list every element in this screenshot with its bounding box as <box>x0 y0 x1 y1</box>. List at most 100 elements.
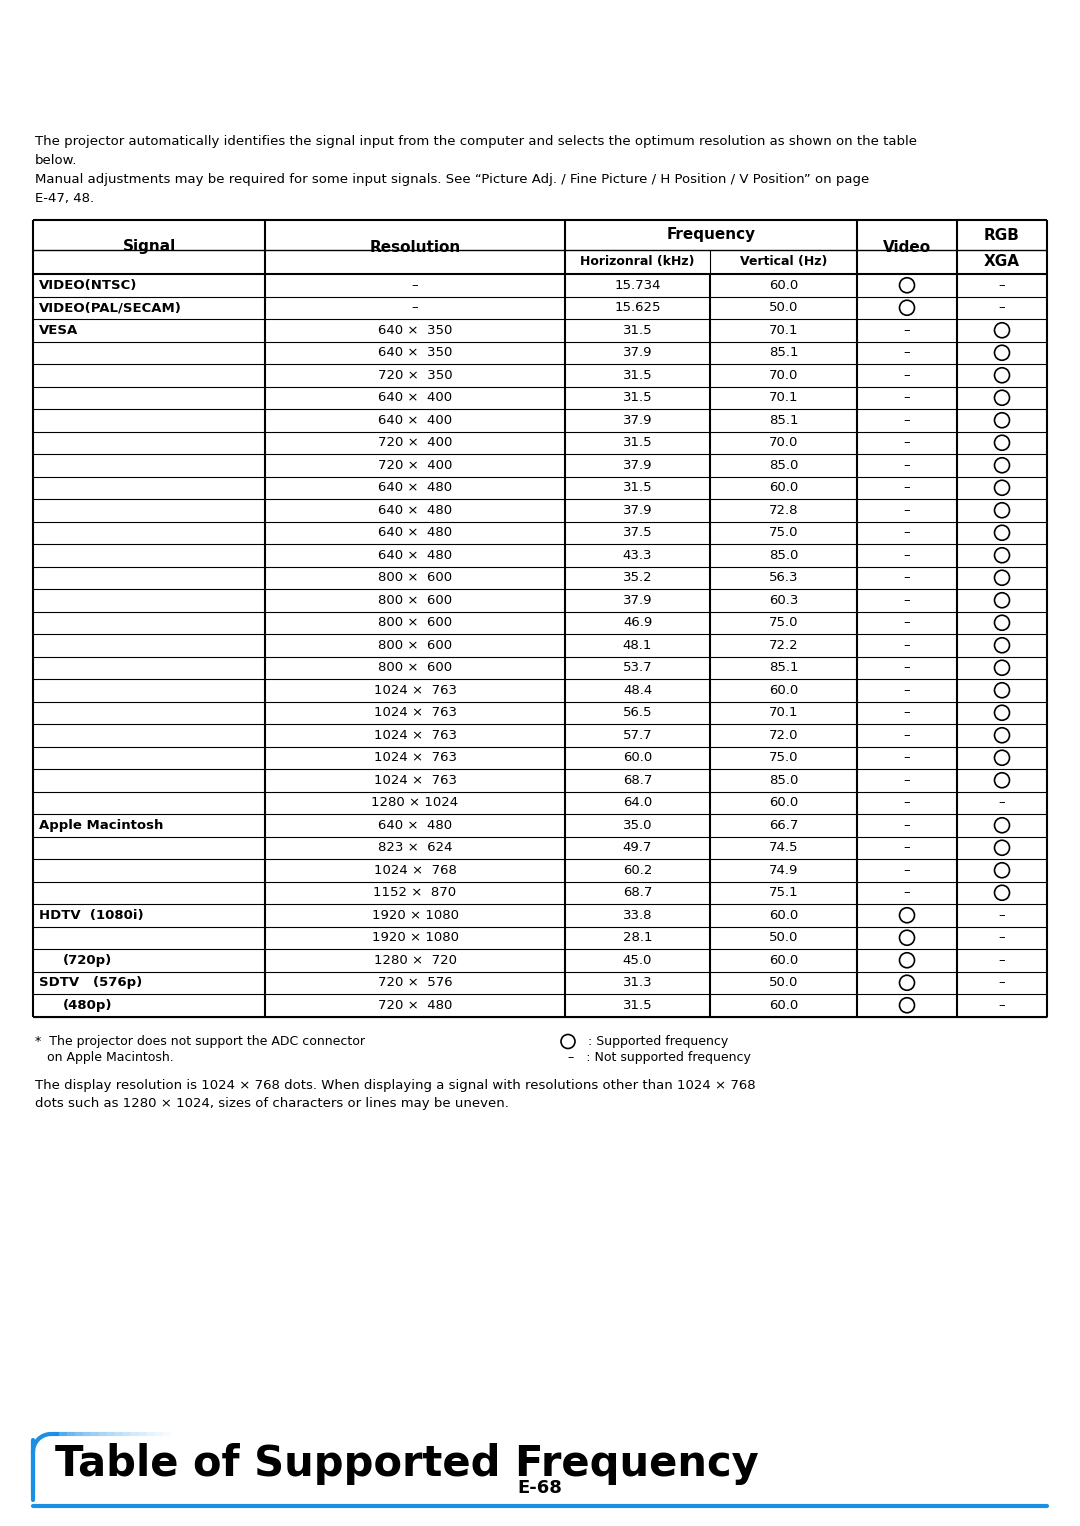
Text: 640 ×  480: 640 × 480 <box>378 819 453 832</box>
Text: 31.5: 31.5 <box>623 369 652 382</box>
Text: RGB: RGB <box>984 227 1020 243</box>
Text: 720 ×  400: 720 × 400 <box>378 436 453 449</box>
Text: Vertical (Hz): Vertical (Hz) <box>740 255 827 269</box>
Text: –: – <box>904 594 910 607</box>
Text: –: – <box>904 684 910 697</box>
Text: –: – <box>411 279 418 291</box>
Text: 85.1: 85.1 <box>769 414 798 427</box>
Text: Manual adjustments may be required for some input signals. See “Picture Adj. / F: Manual adjustments may be required for s… <box>35 172 869 186</box>
Text: –: – <box>904 436 910 449</box>
Text: 720 ×  576: 720 × 576 <box>378 977 453 989</box>
Text: XGA: XGA <box>984 255 1020 270</box>
Text: 56.3: 56.3 <box>769 571 798 584</box>
Text: –: – <box>999 301 1005 314</box>
Text: –: – <box>904 797 910 809</box>
Text: 50.0: 50.0 <box>769 301 798 314</box>
Text: 1280 ×  720: 1280 × 720 <box>374 954 457 967</box>
Text: –: – <box>904 481 910 494</box>
Text: 37.9: 37.9 <box>623 346 652 359</box>
Text: The projector automatically identifies the signal input from the computer and se: The projector automatically identifies t… <box>35 134 917 148</box>
Text: 68.7: 68.7 <box>623 774 652 787</box>
Text: 720 ×  480: 720 × 480 <box>378 998 453 1012</box>
Text: –: – <box>999 909 1005 922</box>
Text: –: – <box>904 571 910 584</box>
Text: 640 ×  480: 640 × 480 <box>378 549 453 562</box>
Text: –: – <box>904 504 910 517</box>
Text: Resolution: Resolution <box>369 240 461 255</box>
Text: 31.3: 31.3 <box>623 977 652 989</box>
Text: 85.1: 85.1 <box>769 346 798 359</box>
Text: 15.734: 15.734 <box>615 279 661 291</box>
Text: 70.1: 70.1 <box>769 324 798 337</box>
Text: –: – <box>999 977 1005 989</box>
Text: (480p): (480p) <box>63 998 112 1012</box>
Text: –: – <box>904 414 910 427</box>
Text: 1024 ×  763: 1024 × 763 <box>374 729 457 742</box>
Text: (720p): (720p) <box>63 954 112 967</box>
Text: 33.8: 33.8 <box>623 909 652 922</box>
Text: 800 ×  600: 800 × 600 <box>378 639 453 652</box>
Text: 28.1: 28.1 <box>623 931 652 945</box>
Text: 75.1: 75.1 <box>769 887 798 899</box>
Text: 720 ×  400: 720 × 400 <box>378 459 453 472</box>
Text: 640 ×  400: 640 × 400 <box>378 391 453 404</box>
Text: 640 ×  480: 640 × 480 <box>378 526 453 539</box>
Text: 43.3: 43.3 <box>623 549 652 562</box>
Text: –: – <box>999 797 1005 809</box>
Text: 85.0: 85.0 <box>769 549 798 562</box>
Text: 640 ×  480: 640 × 480 <box>378 481 453 494</box>
Text: 1152 ×  870: 1152 × 870 <box>374 887 457 899</box>
Text: 53.7: 53.7 <box>623 661 652 674</box>
Text: 640 ×  350: 640 × 350 <box>378 324 453 337</box>
Text: –: – <box>999 998 1005 1012</box>
Text: VESA: VESA <box>39 324 78 337</box>
Text: –: – <box>999 279 1005 291</box>
Text: –: – <box>904 617 910 629</box>
Text: 85.0: 85.0 <box>769 774 798 787</box>
Text: The display resolution is 1024 × 768 dots. When displaying a signal with resolut: The display resolution is 1024 × 768 dot… <box>35 1079 756 1091</box>
Text: 72.0: 72.0 <box>769 729 798 742</box>
Text: SDTV   (576p): SDTV (576p) <box>39 977 143 989</box>
Text: 50.0: 50.0 <box>769 977 798 989</box>
Text: 75.0: 75.0 <box>769 526 798 539</box>
Text: –: – <box>904 841 910 855</box>
Text: 31.5: 31.5 <box>623 436 652 449</box>
Text: 48.1: 48.1 <box>623 639 652 652</box>
Text: 640 ×  400: 640 × 400 <box>378 414 453 427</box>
Text: 60.2: 60.2 <box>623 864 652 877</box>
Text: 1024 ×  763: 1024 × 763 <box>374 707 457 719</box>
Text: 75.0: 75.0 <box>769 751 798 765</box>
Text: –: – <box>904 639 910 652</box>
Text: dots such as 1280 × 1024, sizes of characters or lines may be uneven.: dots such as 1280 × 1024, sizes of chara… <box>35 1097 509 1111</box>
Text: –: – <box>904 324 910 337</box>
Text: 50.0: 50.0 <box>769 931 798 945</box>
Text: Signal: Signal <box>122 240 176 255</box>
Text: : Supported frequency: : Supported frequency <box>588 1035 728 1047</box>
Text: 60.3: 60.3 <box>769 594 798 607</box>
Text: 640 ×  350: 640 × 350 <box>378 346 453 359</box>
Text: 60.0: 60.0 <box>769 954 798 967</box>
Text: 800 ×  600: 800 × 600 <box>378 594 453 607</box>
Text: VIDEO(PAL/SECAM): VIDEO(PAL/SECAM) <box>39 301 181 314</box>
Text: E-47, 48.: E-47, 48. <box>35 192 94 204</box>
Text: –: – <box>904 887 910 899</box>
Text: 1920 × 1080: 1920 × 1080 <box>372 909 459 922</box>
Text: 37.9: 37.9 <box>623 459 652 472</box>
Text: 70.1: 70.1 <box>769 707 798 719</box>
Text: 823 ×  624: 823 × 624 <box>378 841 453 855</box>
Text: –: – <box>411 301 418 314</box>
Text: Horizonral (kHz): Horizonral (kHz) <box>580 255 694 269</box>
Text: 46.9: 46.9 <box>623 617 652 629</box>
Text: 70.1: 70.1 <box>769 391 798 404</box>
Text: 800 ×  600: 800 × 600 <box>378 661 453 674</box>
Text: –: – <box>904 661 910 674</box>
Text: 74.5: 74.5 <box>769 841 798 855</box>
Text: 49.7: 49.7 <box>623 841 652 855</box>
Text: Frequency: Frequency <box>666 227 756 243</box>
Text: –: – <box>904 819 910 832</box>
Text: HDTV  (1080i): HDTV (1080i) <box>39 909 144 922</box>
Text: 31.5: 31.5 <box>623 324 652 337</box>
Text: Table of Supported Frequency: Table of Supported Frequency <box>55 1444 759 1485</box>
Text: –: – <box>904 369 910 382</box>
Text: 1024 ×  768: 1024 × 768 <box>374 864 457 877</box>
